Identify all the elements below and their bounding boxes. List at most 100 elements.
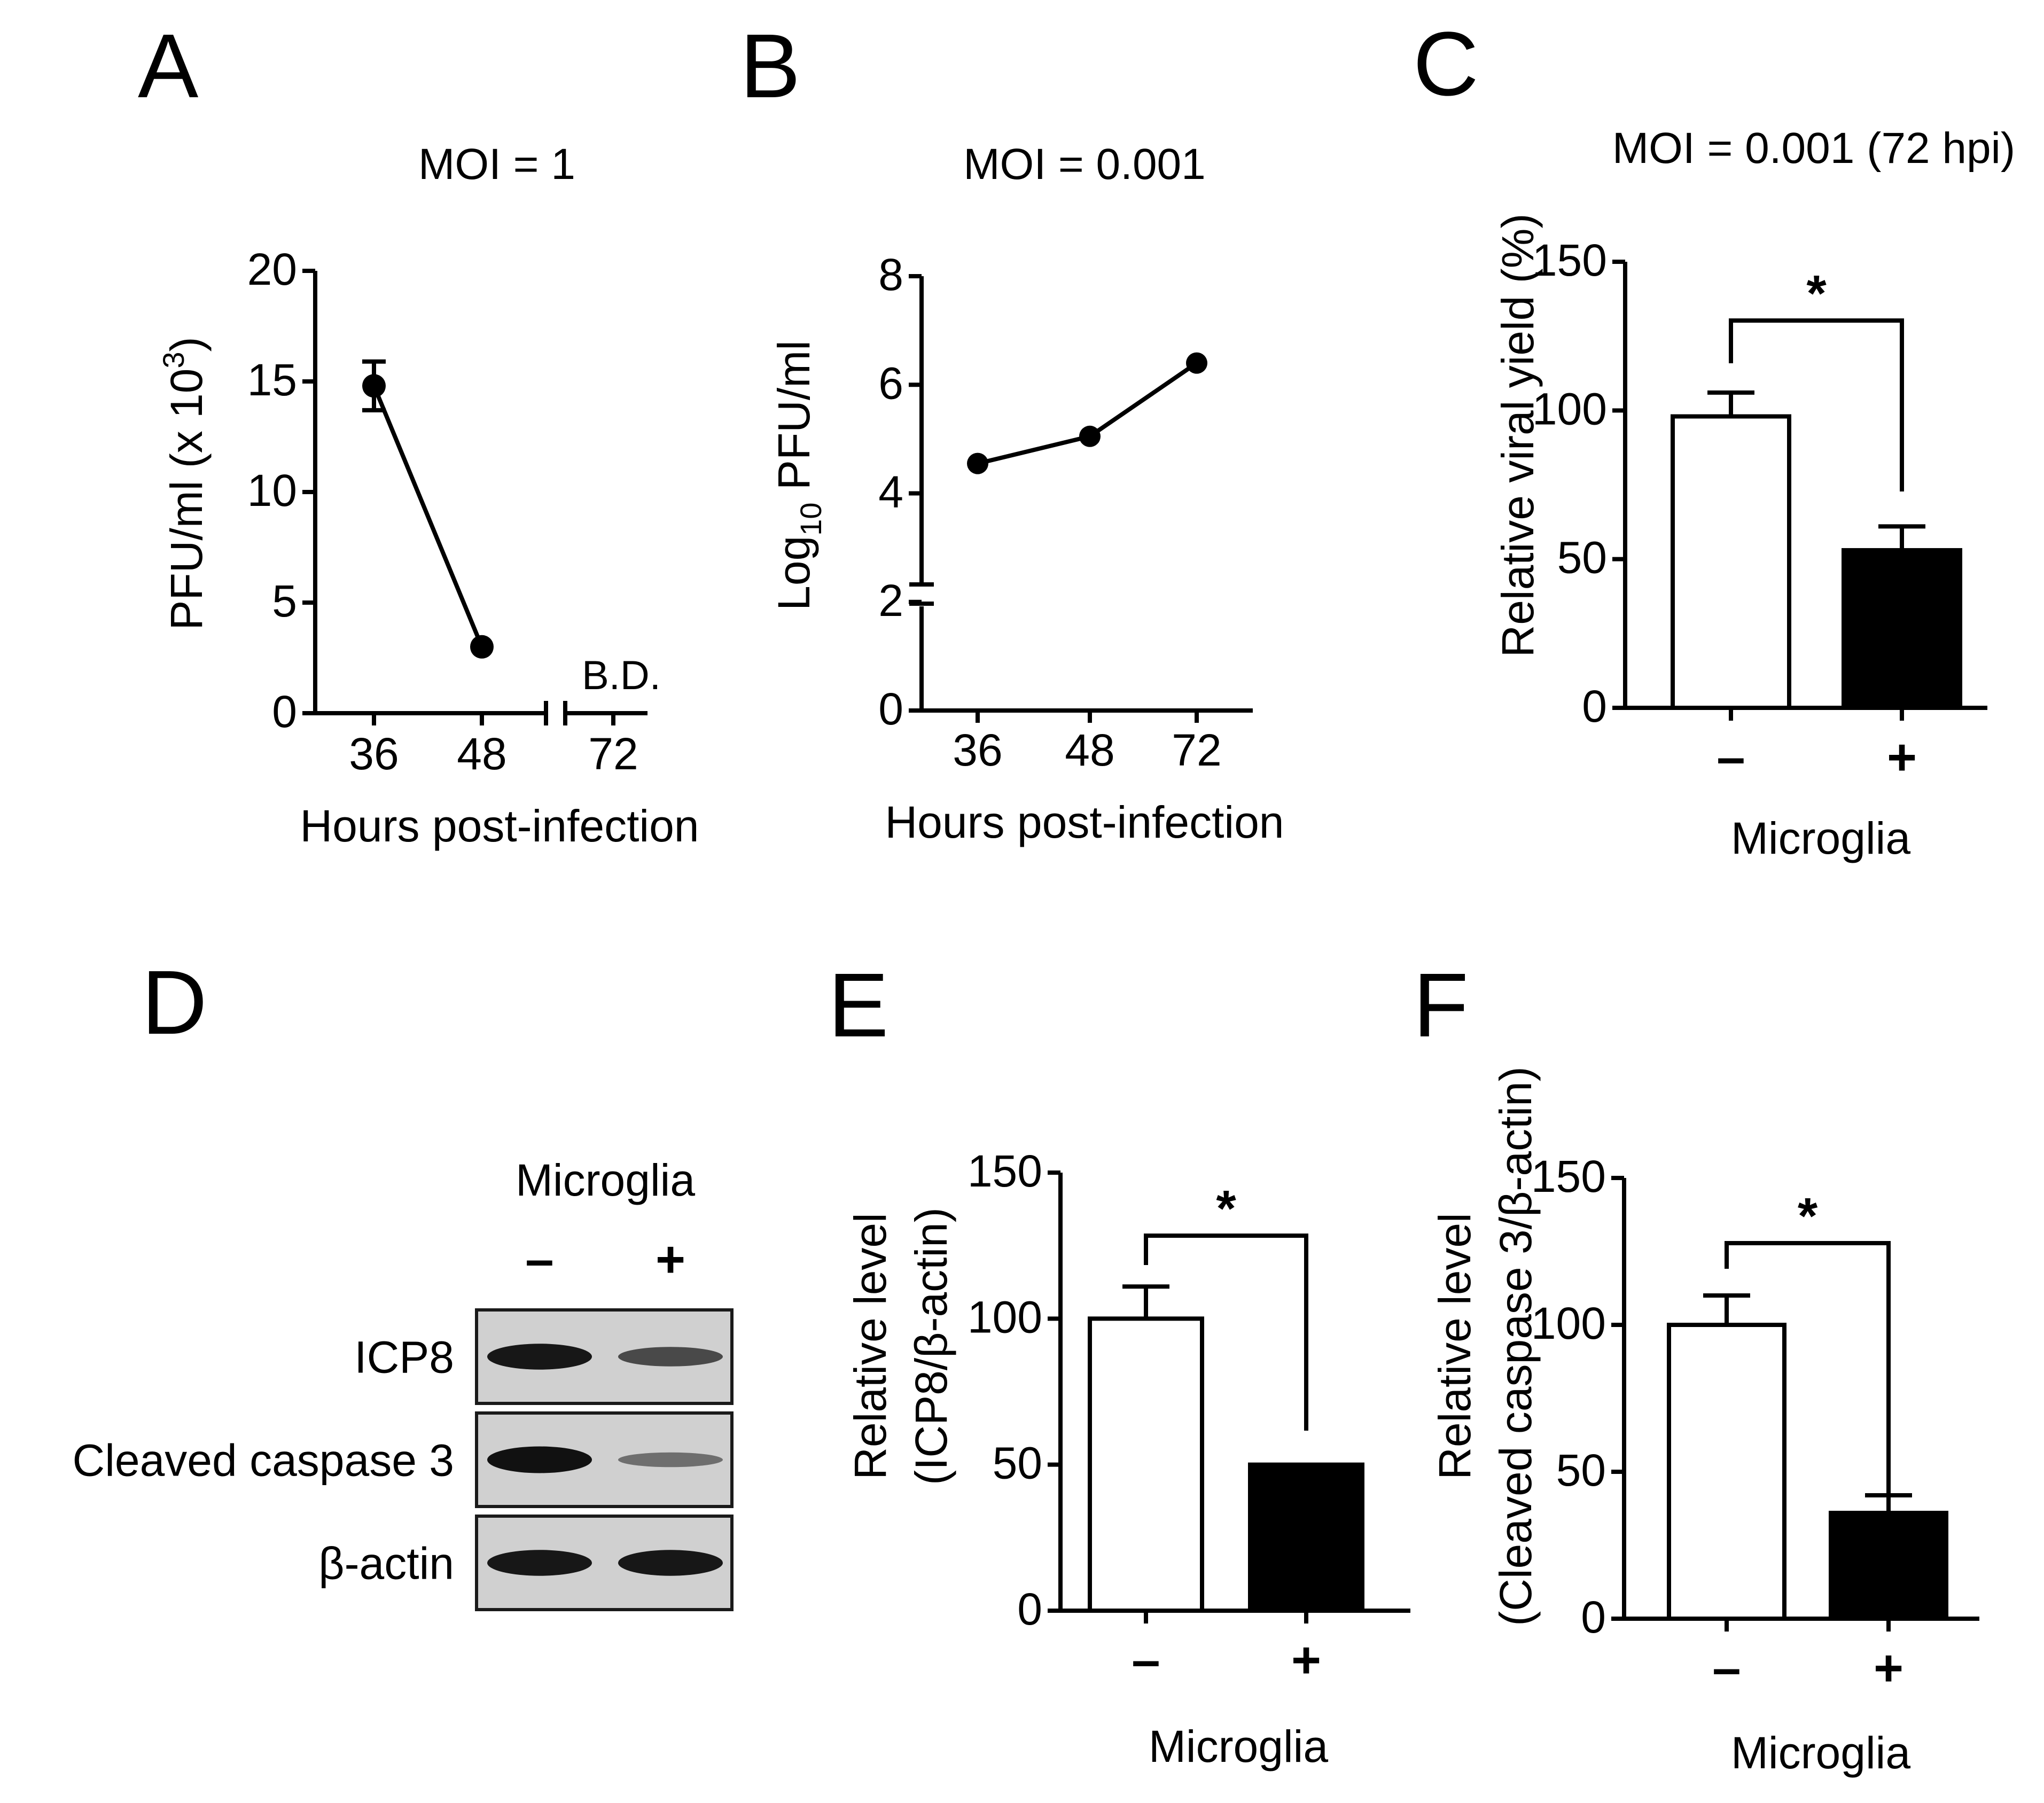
panel-b-point-0 — [967, 452, 988, 474]
panel-a-xtick-36: 36 — [349, 729, 399, 779]
panel-a-xtick-72: 72 — [588, 729, 638, 779]
panel-e-xlabel: Microglia — [1149, 1721, 1328, 1771]
panel-c-bar-1 — [1842, 548, 1962, 710]
blot-lane-minus: – — [525, 1231, 553, 1288]
panel-letter-c: C — [1413, 13, 1479, 115]
panel-f-bar-0 — [1667, 1323, 1786, 1621]
panel-e-error-bar-0 — [1122, 1284, 1169, 1319]
blot-band-0-1 — [618, 1347, 723, 1367]
panel-e-plot: 0 50 100 150 – + * — [968, 1146, 1410, 1689]
panel-b-xtick-36: 36 — [953, 725, 1002, 775]
panel-c-plot: 0 50 100 150 – + * — [1532, 235, 1987, 786]
panel-f-ylabel-line1: Relative level — [1430, 1213, 1480, 1480]
panel-c-category-1: + — [1887, 729, 1917, 786]
blot-row-label-2: β-actin — [318, 1539, 454, 1589]
panel-d: Microglia – + ICP8 Cleaved caspase 3 β-act… — [73, 1155, 734, 1611]
panel-f-category-0: – — [1712, 1640, 1741, 1697]
panel-a-marks — [362, 359, 494, 659]
panel-e-bar-0 — [1088, 1316, 1204, 1613]
panel-e-bar-1 — [1248, 1462, 1364, 1613]
panel-b-series-line — [977, 361, 1198, 466]
panel-letter-b: B — [740, 15, 800, 117]
blot-header: Microglia — [516, 1155, 695, 1205]
panel-f-error-bar-0 — [1703, 1293, 1750, 1325]
panel-c-title: MOI = 0.001 (72 hpi) — [1612, 124, 2015, 173]
panel-b-xlabel: Hours post-infection — [885, 797, 1284, 847]
panel-e-ytick-label-3: 150 — [968, 1146, 1042, 1196]
panel-letter-a: A — [138, 15, 199, 117]
blot-band-1-1 — [618, 1452, 723, 1468]
panel-f-significance-star: * — [1798, 1188, 1818, 1245]
panel-b-ytick-label-1: 2 — [878, 575, 903, 626]
panel-b-ytick-label-4: 8 — [878, 249, 903, 300]
panel-a-series-line — [372, 385, 484, 648]
panel-a-xlabel: Hours post-infection — [300, 801, 699, 851]
panel-f-significance-bracket — [1725, 1241, 1891, 1502]
panel-f: Relative level (Cleaved caspase 3/β-acti… — [1430, 1066, 1979, 1778]
panel-c-ytick-label-1: 50 — [1557, 533, 1607, 583]
panel-a-ytick-label-3: 15 — [247, 355, 297, 405]
panel-e-category-1: + — [1291, 1632, 1321, 1689]
panel-b-ytick-label-0: 0 — [878, 684, 903, 734]
blot-band-2-0 — [487, 1550, 592, 1576]
blot-band-0-0 — [487, 1344, 592, 1370]
blot-lane-plus: + — [656, 1231, 685, 1288]
panel-b-ytick-label-2: 4 — [878, 467, 903, 517]
panel-e-significance-bracket — [1144, 1234, 1308, 1431]
panel-f-bar-1 — [1829, 1511, 1948, 1621]
panel-f-category-1: + — [1874, 1640, 1903, 1697]
panel-e-ylabel-line1: Relative level — [845, 1213, 895, 1480]
panel-e-ytick-label-2: 100 — [968, 1292, 1042, 1342]
panel-b-title: MOI = 0.001 — [963, 140, 1206, 189]
panel-b-point-2 — [1186, 352, 1207, 374]
panel-f-ytick-label-1: 50 — [1556, 1445, 1606, 1495]
panel-e-ylabel-line2: (ICP8/β-actin) — [906, 1207, 956, 1485]
panel-a-ytick-label-0: 0 — [272, 686, 297, 737]
panel-c-ylabel: Relative viral yield (%) — [1493, 214, 1543, 658]
panel-c-significance-star: * — [1806, 265, 1827, 322]
panel-a-y-ticks: 0 5 10 15 20 — [247, 244, 315, 737]
blot-row-label-0: ICP8 — [354, 1332, 454, 1383]
panel-a-ytick-label-1: 5 — [272, 576, 297, 626]
panel-a-ylabel: PFU/ml (x 103) — [157, 337, 212, 630]
panel-c: MOI = 0.001 (72 hpi) Relative viral yiel… — [1493, 124, 2015, 863]
panel-letter-d: D — [142, 952, 207, 1053]
panel-f-ytick-label-0: 0 — [1581, 1592, 1606, 1642]
panel-e-category-0: – — [1132, 1632, 1160, 1689]
panel-f-xlabel: Microglia — [1731, 1728, 1910, 1778]
panel-b-point-1 — [1079, 425, 1101, 447]
panel-a-title: MOI = 1 — [418, 140, 575, 189]
panel-b-x-ticks — [976, 711, 1199, 723]
panel-c-error-bar-0 — [1707, 390, 1754, 417]
panel-c-category-0: – — [1717, 729, 1745, 786]
panel-e-ytick-label-1: 50 — [993, 1438, 1042, 1488]
panel-a-axis-break — [544, 701, 567, 725]
panel-b-y-ticks: 0 2 4 6 8 — [878, 249, 922, 734]
panel-c-error-bar-1 — [1878, 524, 1925, 550]
panel-f-ylabel-line2: (Cleaved caspase 3/β-actin) — [1491, 1066, 1541, 1626]
panel-f-ytick-label-2: 100 — [1531, 1298, 1606, 1348]
panel-a: MOI = 1 PFU/ml (x 103) 0 5 10 15 20 36 48 72… — [157, 140, 699, 851]
blot-band-2-1 — [618, 1550, 723, 1576]
panel-e-significance-star: * — [1216, 1180, 1236, 1237]
blot-row-label-1: Cleaved caspase 3 — [73, 1435, 454, 1486]
panel-a-x-ticks — [372, 713, 615, 725]
panel-e: Relative level (ICP8/β-actin) 0 50 100 150 –… — [845, 1146, 1410, 1771]
blot-rows: ICP8 Cleaved caspase 3 β-actin — [73, 1308, 734, 1611]
panel-b-xtick-72: 72 — [1172, 725, 1221, 775]
panel-c-xlabel: Microglia — [1731, 813, 1910, 863]
panel-c-ytick-label-3: 150 — [1532, 235, 1607, 285]
panel-c-significance-bracket — [1729, 318, 1904, 491]
panel-a-bd-label: B.D. — [582, 653, 661, 698]
panel-a-point-1 — [470, 635, 494, 659]
panel-b-ylabel: Log10 PFU/ml — [769, 340, 828, 611]
panel-c-ytick-label-2: 100 — [1532, 384, 1607, 434]
panel-a-xtick-48: 48 — [457, 729, 506, 779]
panel-c-bar-0 — [1671, 414, 1791, 710]
panel-a-point-0 — [362, 374, 386, 398]
panel-b-ytick-label-3: 6 — [878, 358, 903, 408]
panel-f-ytick-label-3: 150 — [1531, 1151, 1606, 1201]
panel-f-plot: 0 50 100 150 – + * — [1531, 1151, 1979, 1697]
